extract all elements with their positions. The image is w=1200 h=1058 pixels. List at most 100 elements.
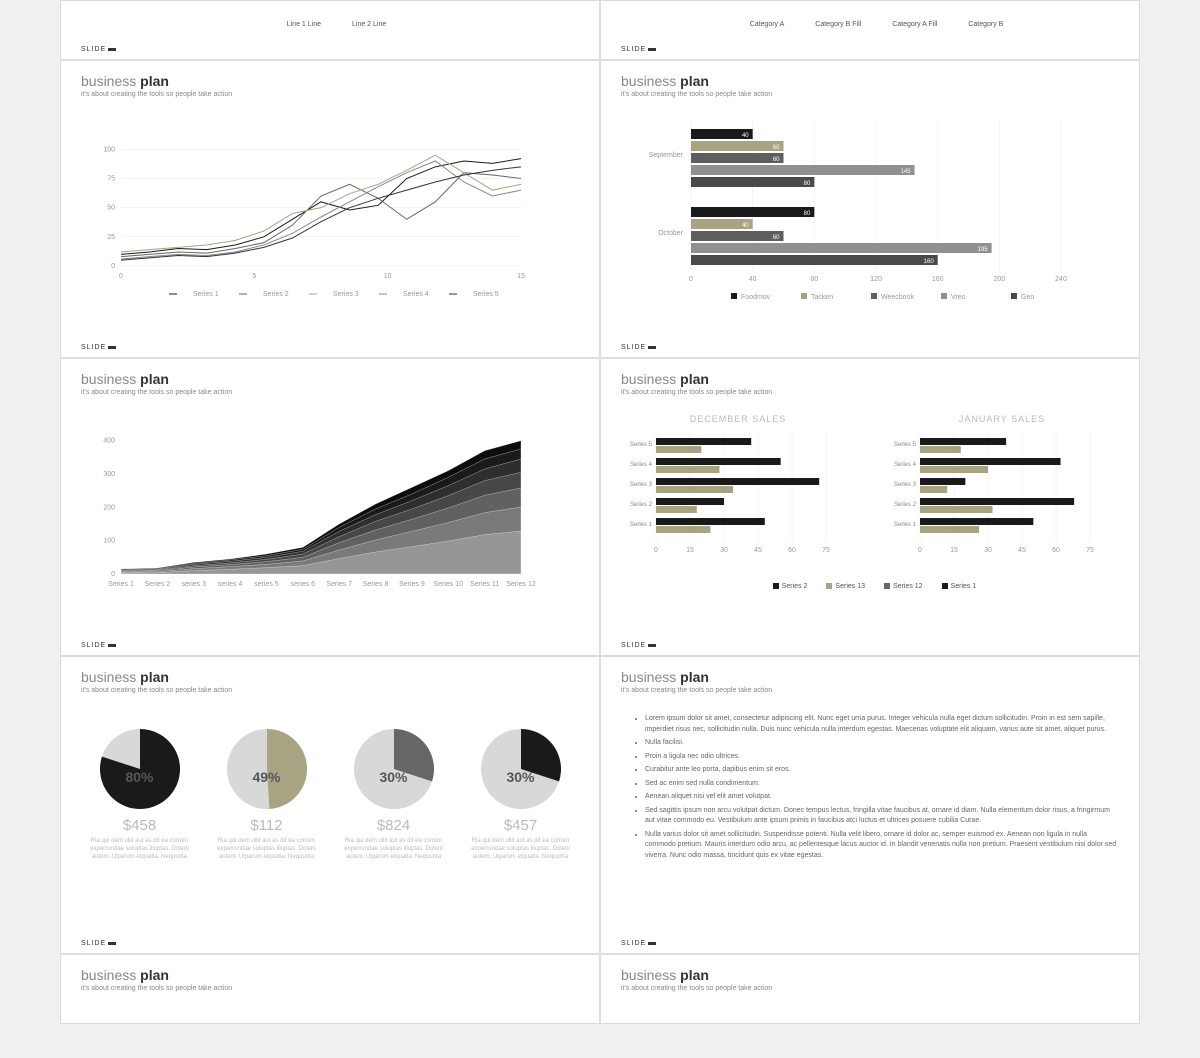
svg-text:400: 400 (103, 438, 115, 445)
slide-footer: SLIDE (81, 940, 116, 947)
svg-text:200: 200 (103, 504, 115, 511)
svg-text:50: 50 (107, 205, 115, 212)
svg-text:30: 30 (720, 547, 728, 554)
svg-text:series 6: series 6 (291, 581, 316, 588)
svg-text:240: 240 (1055, 276, 1067, 283)
slide-subtitle: it's about creating the tools so people … (621, 687, 1119, 694)
bullet-item: Lorem ipsum dolor sit amet, consectetur … (645, 714, 1119, 735)
svg-text:25: 25 (107, 234, 115, 241)
slide-legend-2: Category ACategory B FillCategory A Fill… (600, 0, 1140, 60)
svg-text:Series 2: Series 2 (145, 581, 171, 588)
bullet-list: Lorem ipsum dolor sit amet, consectetur … (621, 714, 1119, 861)
slide-pies: business plan it's about creating the to… (60, 656, 600, 954)
svg-text:195: 195 (978, 247, 989, 253)
slide-hbar-chart: business plan it's about creating the to… (600, 60, 1140, 358)
svg-text:Weecbook: Weecbook (881, 294, 914, 301)
svg-text:160: 160 (924, 259, 935, 265)
slide-title: business plan (81, 967, 579, 983)
svg-text:Geo: Geo (1021, 294, 1034, 301)
svg-text:series 4: series 4 (218, 581, 243, 588)
slide-footer: SLIDE (81, 46, 116, 53)
svg-text:Foodmov: Foodmov (741, 294, 771, 301)
slide-subtitle: it's about creating the tools so people … (81, 389, 579, 396)
svg-text:75: 75 (822, 547, 830, 554)
svg-text:75: 75 (1086, 547, 1094, 554)
svg-text:Series 2: Series 2 (894, 502, 917, 508)
svg-text:Series 5: Series 5 (630, 442, 653, 448)
svg-text:Series 2: Series 2 (263, 291, 289, 298)
pie-item: 30%$457Ria qui dem ullit aut as dit ea c… (466, 724, 576, 861)
mini-chart-dec: 01530456075Series 5Series 4Series 3Serie… (621, 424, 841, 574)
svg-text:40: 40 (742, 133, 749, 139)
pie-item: 30%$824Ria qui dem ullit aut as dit ea c… (339, 724, 449, 861)
svg-text:series 3: series 3 (181, 581, 206, 588)
svg-text:0: 0 (689, 276, 693, 283)
svg-text:160: 160 (932, 276, 944, 283)
svg-text:80: 80 (804, 211, 811, 217)
svg-text:Series 1: Series 1 (108, 581, 134, 588)
svg-text:0: 0 (119, 273, 123, 280)
svg-text:0: 0 (918, 547, 922, 554)
slide-title: business plan (621, 73, 1119, 89)
svg-text:Series 3: Series 3 (630, 482, 653, 488)
svg-text:60: 60 (788, 547, 796, 554)
svg-text:Series 12: Series 12 (506, 581, 536, 588)
slide-footer: SLIDE (621, 46, 656, 53)
svg-text:75: 75 (107, 176, 115, 183)
mini-chart-jan: 01530456075Series 5Series 4Series 3Serie… (885, 424, 1105, 574)
line-chart: 0255075100051015Series 1Series 2Series 3… (81, 116, 541, 306)
svg-text:80: 80 (810, 276, 818, 283)
slide-subtitle: it's about creating the tools so people … (81, 687, 579, 694)
bullet-item: Sed ac enim sed nulla condimentum. (645, 779, 1119, 790)
svg-text:Series 1: Series 1 (630, 522, 653, 528)
slide-footer: SLIDE (81, 642, 116, 649)
pie-item: 49%$112Ria qui dem ullit aut as dit ea c… (212, 724, 322, 861)
svg-text:Series 9: Series 9 (399, 581, 425, 588)
svg-text:10: 10 (384, 273, 392, 280)
slide-footer: SLIDE (81, 344, 116, 351)
slide-footer: SLIDE (621, 940, 656, 947)
svg-text:Series 4: Series 4 (403, 291, 429, 298)
mini-legend: Series 2Series 13Series 12Series 1 (621, 583, 1119, 590)
svg-text:120: 120 (870, 276, 882, 283)
slide-legend-1: Line 1 LineLine 2 Line SLIDE (60, 0, 600, 60)
slide-subtitle: it's about creating the tools so people … (621, 91, 1119, 98)
bullet-item: Aenean aliquet nisi vel elit amet volutp… (645, 792, 1119, 803)
svg-text:Series 2: Series 2 (630, 502, 653, 508)
slide-title: business plan (81, 669, 579, 685)
slide-title: business plan (621, 967, 1119, 983)
legend: Line 1 LineLine 2 Line (81, 21, 579, 28)
slide-footer: SLIDE (621, 642, 656, 649)
svg-text:200: 200 (993, 276, 1005, 283)
svg-text:Series 11: Series 11 (470, 581, 499, 588)
legend: Category ACategory B FillCategory A Fill… (621, 21, 1119, 28)
svg-text:Series 8: Series 8 (363, 581, 389, 588)
bullet-item: Sed sagittis ipsum non arcu volutpat dic… (645, 806, 1119, 827)
svg-text:45: 45 (754, 547, 762, 554)
svg-text:Series 10: Series 10 (433, 581, 463, 588)
bullet-item: Curabitur ante leo porta, dapibus enim s… (645, 765, 1119, 776)
slide-title: business plan (81, 371, 579, 387)
slide-title: business plan (81, 73, 579, 89)
svg-text:Vreo: Vreo (951, 294, 966, 301)
bullet-item: Nulla varius dolor sit amet sollicitudin… (645, 830, 1119, 862)
svg-text:60: 60 (773, 145, 780, 151)
slide-title: business plan (621, 371, 1119, 387)
slide-stub: business plan it's about creating the to… (600, 954, 1140, 1024)
slide-mini-bars: business plan it's about creating the to… (600, 358, 1140, 656)
svg-text:Series 3: Series 3 (894, 482, 917, 488)
svg-text:5: 5 (252, 273, 256, 280)
slide-stub: business plan it's about creating the to… (60, 954, 600, 1024)
svg-text:300: 300 (103, 471, 115, 478)
mini-title: JANUARY SALES (885, 414, 1119, 424)
svg-text:145: 145 (901, 169, 912, 175)
svg-text:0: 0 (111, 571, 115, 578)
svg-text:60: 60 (773, 157, 780, 163)
svg-text:100: 100 (103, 146, 115, 153)
svg-text:80: 80 (804, 181, 811, 187)
svg-text:60: 60 (1052, 547, 1060, 554)
hbar-chart: 04080120160200240September40606014580Oct… (621, 116, 1081, 316)
pie-item: 80%$458Ria qui dem ullit aut as dit ea c… (85, 724, 195, 861)
svg-text:30: 30 (984, 547, 992, 554)
slide-text: business plan it's about creating the to… (600, 656, 1140, 954)
